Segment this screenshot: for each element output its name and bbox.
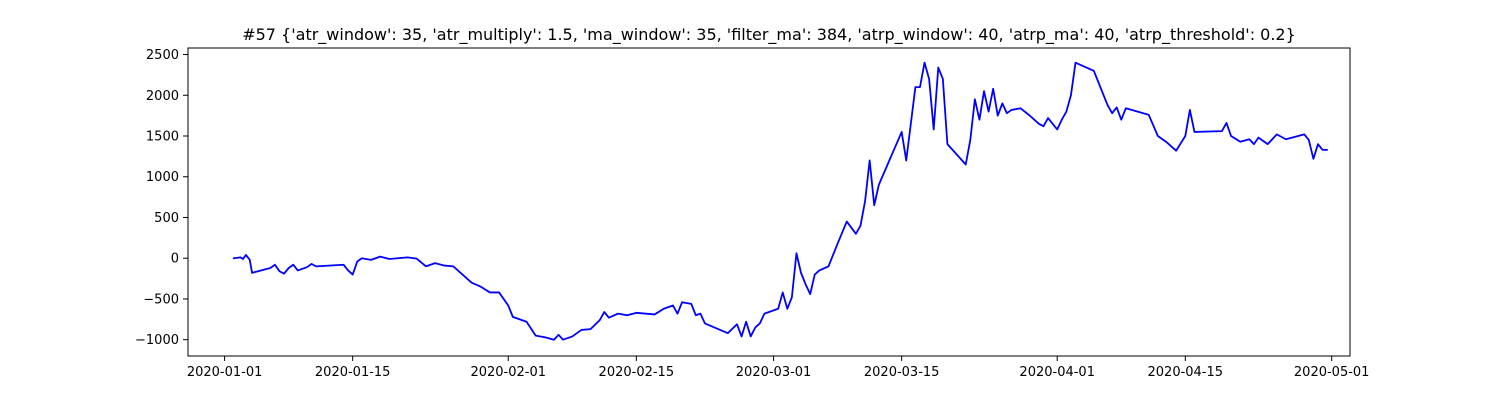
x-tick-label: 2020-01-01: [187, 365, 263, 380]
y-tick-label: 1000: [146, 170, 179, 185]
x-tick-label: 2020-04-15: [1148, 365, 1224, 380]
x-tick-label: 2020-05-01: [1294, 365, 1370, 380]
x-tick-label: 2020-02-15: [599, 365, 675, 380]
y-tick-label: 2500: [146, 48, 179, 63]
chart-title: #57 {'atr_window': 35, 'atr_multiply': 1…: [242, 25, 1296, 45]
plot-frame: [187, 47, 1351, 357]
x-axis: 2020-01-01 2020-01-15 2020-02-01 2020-02-15…: [187, 356, 1370, 380]
x-tick-label: 2020-02-01: [470, 365, 546, 380]
y-tick-label: 0: [171, 252, 179, 267]
y-tick-label: 2000: [146, 89, 179, 104]
plot-area: [187, 47, 1351, 357]
x-tick-label: 2020-03-01: [736, 365, 812, 380]
x-tick-label: 2020-03-15: [864, 365, 940, 380]
y-tick-label: 500: [154, 211, 179, 226]
series-layer: [232, 61, 1329, 341]
y-tick-label: −1000: [135, 333, 179, 348]
x-tick-label: 2020-01-15: [315, 365, 391, 380]
y-tick-label: −500: [143, 292, 179, 307]
y-tick-label: 1500: [146, 130, 179, 145]
y-axis: −1000 −500 0 500 1000 1500 2000 2500: [135, 48, 188, 348]
series-line-0: [232, 61, 1329, 341]
x-tick-label: 2020-04-01: [1019, 365, 1095, 380]
